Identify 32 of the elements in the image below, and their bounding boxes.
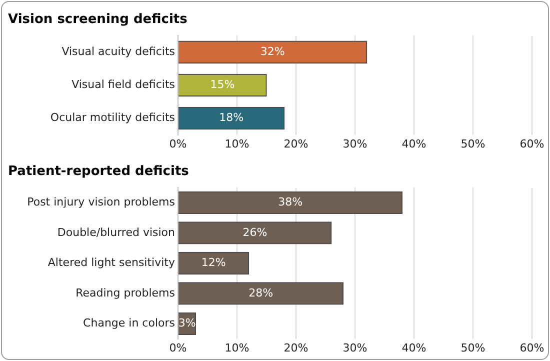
x-tick-label: 50% — [460, 137, 486, 150]
x-tick-label: 30% — [342, 341, 368, 354]
y-tick-label: Visual acuity deficits — [62, 44, 176, 58]
y-tick-label: Visual field deficits — [72, 78, 176, 92]
x-tick-label: 20% — [284, 341, 308, 354]
x-tick-label: 60% — [520, 341, 544, 354]
x-tick-label: 30% — [342, 137, 368, 150]
x-tick-label: 0% — [169, 341, 187, 354]
x-tick-label: 60% — [520, 137, 544, 150]
chart-title: Patient-reported deficits — [8, 164, 190, 180]
x-tick-label: 10% — [224, 341, 250, 354]
data-label: 3% — [178, 316, 196, 330]
data-label: 26% — [242, 226, 268, 239]
y-tick-label: Post injury vision problems — [27, 196, 176, 209]
data-label: 18% — [219, 111, 244, 124]
x-tick-label: 20% — [284, 137, 308, 150]
x-tick-label: 40% — [402, 341, 426, 354]
data-label: 28% — [248, 286, 274, 300]
y-tick-label: Altered light sensitivity — [48, 256, 176, 270]
x-tick-label: 40% — [402, 137, 426, 150]
data-label: 12% — [201, 256, 226, 270]
y-tick-label: Double/blurred vision — [57, 226, 176, 239]
y-tick-label: Reading problems — [76, 286, 176, 300]
x-tick-label: 50% — [460, 341, 486, 354]
data-label: 15% — [210, 78, 235, 92]
data-label: 32% — [260, 44, 285, 58]
chart-title: Vision screening deficits — [8, 12, 188, 28]
data-label: 38% — [278, 196, 303, 209]
x-tick-label: 10% — [224, 137, 250, 150]
x-tick-label: 0% — [169, 137, 187, 150]
y-tick-label: Ocular motility deficits — [50, 111, 176, 124]
y-tick-label: Change in colors — [83, 316, 176, 330]
